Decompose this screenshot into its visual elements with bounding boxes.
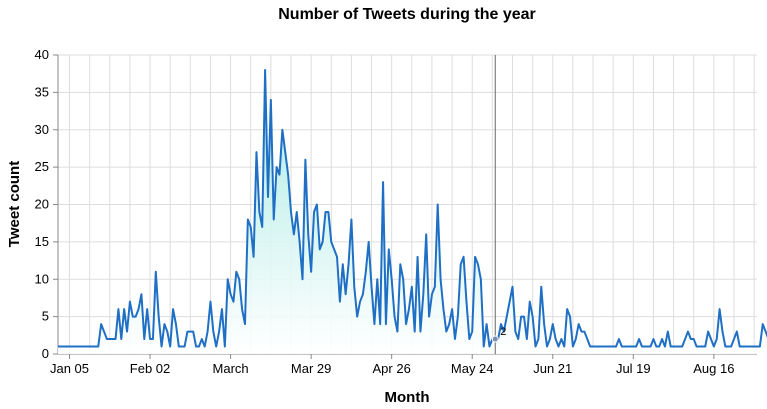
x-tick-label: Apr 26 (373, 361, 411, 376)
y-tick-label: 5 (42, 309, 49, 324)
area-fill (58, 69, 767, 354)
series-line (58, 68, 767, 348)
y-tick-label: 20 (35, 197, 49, 212)
rule-point (491, 335, 499, 343)
rule-value-label: 2 (500, 326, 506, 338)
y-tick-label: 0 (42, 346, 49, 361)
y-axis-title: Tweet count (6, 161, 23, 247)
x-tick-label: March (213, 361, 249, 376)
x-tick-label: Mar 29 (291, 361, 331, 376)
x-axis-title: Month (385, 389, 430, 406)
y-tick-label: 40 (35, 47, 49, 62)
y-tick-label: 15 (35, 234, 49, 249)
x-tick-label: Feb 02 (130, 361, 170, 376)
chart-title: Number of Tweets during the year (278, 6, 536, 23)
y-tick-label: 25 (35, 159, 49, 174)
x-tick-label: Jun 21 (533, 361, 572, 376)
y-tick-label: 30 (35, 122, 49, 137)
x-tick-label: Jul 19 (616, 361, 651, 376)
grid (58, 54, 757, 355)
y-tick-label: 35 (35, 84, 49, 99)
x-axis: Jan 05 Feb 02 March Mar 29 Apr 26 May 24 Jun 2… (50, 353, 757, 376)
x-tick-label: May 24 (451, 361, 494, 376)
y-tick-label: 10 (35, 271, 49, 286)
x-tick-label: Aug 16 (693, 361, 734, 376)
y-axis: 0 5 10 15 20 25 30 35 40 (35, 47, 59, 361)
hover-rule: 2 (491, 55, 506, 354)
x-tick-label: Jan 05 (50, 361, 89, 376)
